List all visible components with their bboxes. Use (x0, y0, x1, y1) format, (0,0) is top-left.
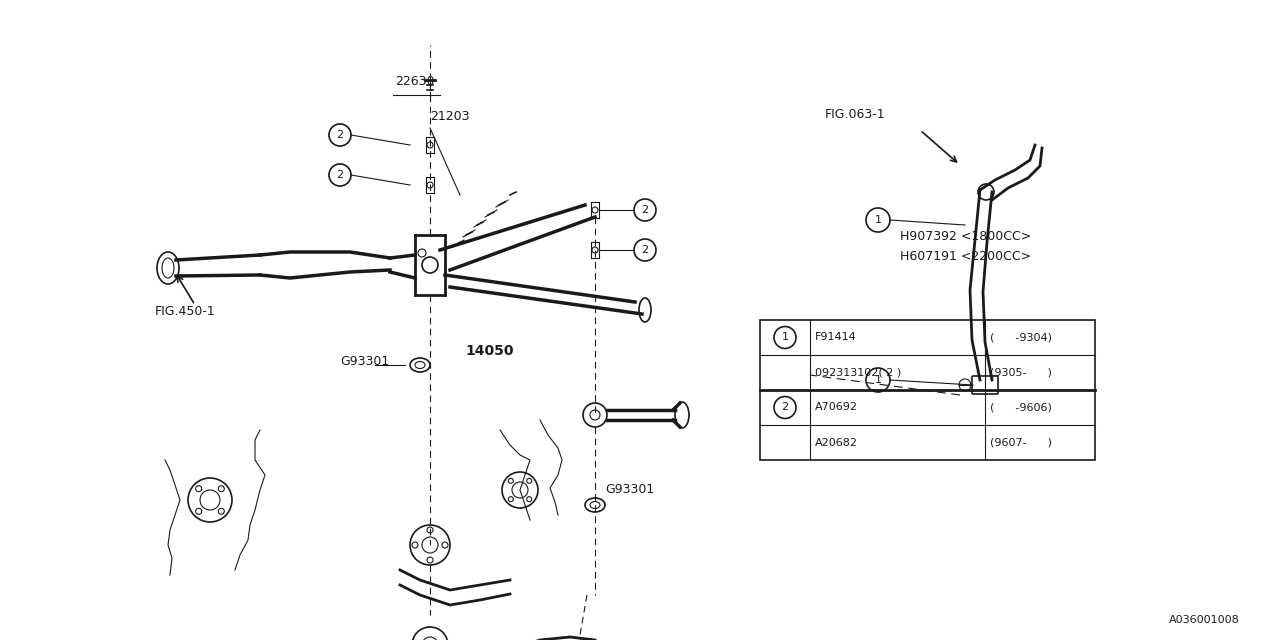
Text: (      -9606): ( -9606) (989, 403, 1052, 413)
Text: (      -9304): ( -9304) (989, 333, 1052, 342)
Circle shape (591, 247, 598, 253)
Circle shape (219, 508, 224, 515)
Text: FIG.063-1: FIG.063-1 (826, 108, 886, 121)
Text: 092313102( 2 ): 092313102( 2 ) (815, 367, 901, 378)
Text: H907392 <1800CC>: H907392 <1800CC> (900, 230, 1032, 243)
Text: 2: 2 (337, 170, 343, 180)
Bar (760, 320, 1094, 460)
Circle shape (219, 486, 224, 492)
Circle shape (442, 542, 448, 548)
Circle shape (428, 527, 433, 533)
Circle shape (428, 182, 433, 188)
Text: G93301: G93301 (340, 355, 389, 368)
Text: G93301: G93301 (605, 483, 654, 496)
Circle shape (196, 486, 202, 492)
Circle shape (428, 142, 433, 148)
Circle shape (508, 478, 513, 483)
Text: 1: 1 (874, 375, 882, 385)
Text: 2: 2 (641, 245, 649, 255)
Text: F91414: F91414 (815, 333, 856, 342)
Text: (9607-      ): (9607- ) (989, 438, 1052, 447)
Text: 2: 2 (641, 205, 649, 215)
Circle shape (196, 508, 202, 515)
Circle shape (428, 557, 433, 563)
Circle shape (526, 478, 531, 483)
Text: 14050: 14050 (465, 344, 513, 358)
Text: A20682: A20682 (815, 438, 858, 447)
Text: A036001008: A036001008 (1169, 615, 1240, 625)
Text: 21203: 21203 (430, 110, 470, 123)
Text: (9305-      ): (9305- ) (989, 367, 1052, 378)
Text: 2: 2 (781, 403, 788, 413)
Text: 1: 1 (782, 333, 788, 342)
Text: FIG.450-1: FIG.450-1 (155, 305, 216, 318)
Text: 2: 2 (337, 130, 343, 140)
Text: 1: 1 (874, 215, 882, 225)
Circle shape (508, 497, 513, 502)
Circle shape (412, 542, 419, 548)
Text: H607191 <2200CC>: H607191 <2200CC> (900, 250, 1032, 263)
Circle shape (526, 497, 531, 502)
Text: 22630: 22630 (396, 75, 434, 88)
Text: A70692: A70692 (815, 403, 858, 413)
Circle shape (591, 207, 598, 213)
